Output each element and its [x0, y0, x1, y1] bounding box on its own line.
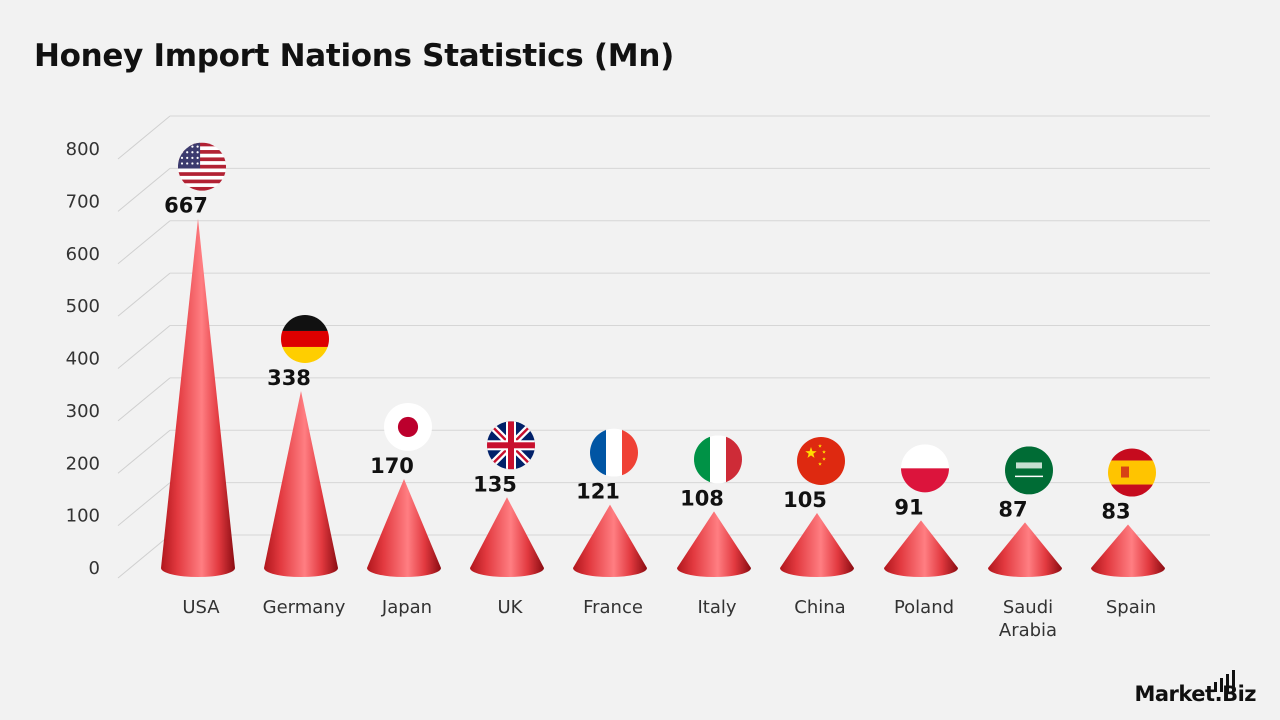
grid-diagonal	[117, 377, 171, 422]
japan-flag-icon	[384, 402, 432, 451]
category-label: UK	[498, 597, 524, 618]
brand-bars-icon	[1214, 670, 1236, 692]
value-label: 87	[998, 497, 1027, 521]
cone-bar	[264, 390, 338, 577]
y-tick-label: 700	[66, 191, 100, 212]
grid-diagonal	[117, 115, 171, 160]
cone-bar	[988, 522, 1062, 577]
cone-bar	[470, 497, 544, 577]
y-tick-label: 300	[66, 401, 100, 422]
value-label: 170	[370, 454, 414, 478]
category-label: Italy	[697, 597, 736, 618]
y-tick-label: 400	[66, 349, 100, 370]
y-tick-label: 100	[66, 506, 100, 527]
cone-bar	[573, 504, 647, 577]
brand-name: Market.Biz	[1134, 682, 1256, 706]
y-tick-label: 0	[89, 558, 100, 579]
grid-diagonal	[117, 482, 171, 527]
value-label: 338	[267, 366, 311, 390]
poland-flag-icon	[901, 444, 949, 493]
grid-diagonal	[117, 429, 171, 474]
cone-bar	[780, 513, 854, 577]
category-label: Saudi Arabia	[999, 597, 1057, 641]
category-label: Poland	[894, 597, 954, 618]
category-label: USA	[182, 597, 220, 618]
value-label: 83	[1101, 500, 1130, 524]
grid-diagonal	[117, 534, 171, 579]
y-tick-label: 800	[66, 139, 100, 160]
value-label: 91	[894, 495, 923, 519]
spain-flag-icon	[1108, 448, 1156, 497]
grid-diagonal	[117, 272, 171, 317]
value-label: 667	[164, 194, 208, 218]
value-label: 108	[680, 486, 724, 510]
cone-bar	[1091, 524, 1165, 577]
brand-logo: Market.Biz	[1134, 670, 1256, 706]
value-label: 135	[473, 472, 517, 496]
category-label: Germany	[263, 597, 346, 618]
italy-flag-icon	[694, 435, 742, 484]
grid-diagonal	[117, 220, 171, 265]
us-flag-icon	[178, 142, 226, 191]
value-label: 105	[783, 488, 827, 512]
category-label: Japan	[381, 597, 432, 618]
cone-bar	[367, 478, 441, 577]
category-label: Spain	[1106, 597, 1156, 618]
uk-flag-icon	[487, 421, 535, 470]
y-tick-label: 500	[66, 296, 100, 317]
cone-bar	[884, 520, 958, 577]
y-tick-label: 600	[66, 244, 100, 265]
grid-diagonal	[117, 325, 171, 369]
y-tick-label: 200	[66, 453, 100, 474]
chart-title: Honey Import Nations Statistics (Mn)	[34, 38, 674, 74]
cone-bar	[677, 511, 751, 577]
grid-diagonal	[117, 167, 171, 212]
cone-bar	[161, 218, 235, 577]
category-label: France	[583, 597, 643, 618]
value-label: 121	[576, 480, 620, 504]
category-label: China	[794, 597, 845, 618]
saudi-arabia-flag-icon	[1005, 446, 1053, 495]
france-flag-icon	[590, 428, 638, 477]
china-flag-icon	[797, 437, 845, 486]
germany-flag-icon	[281, 314, 329, 363]
